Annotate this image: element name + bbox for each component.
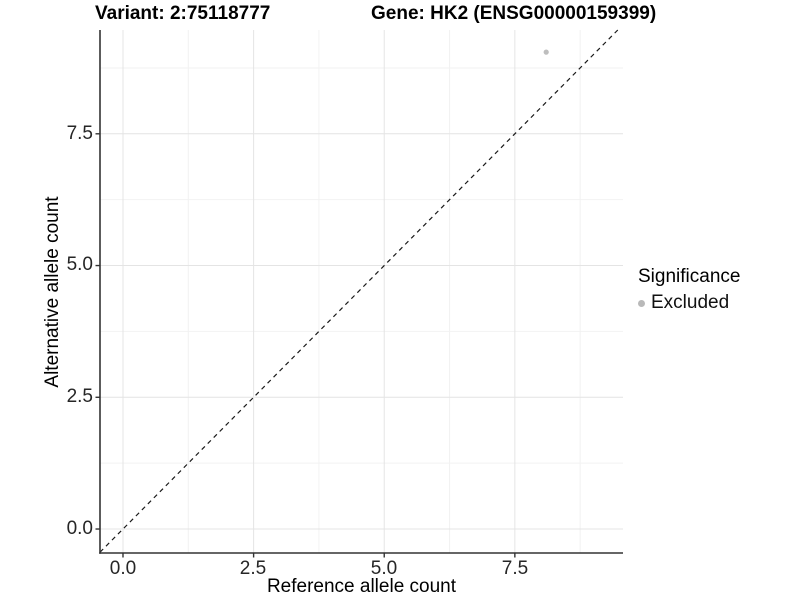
y-tick-label: 0.0 — [66, 518, 93, 539]
y-tick-label: 2.5 — [66, 386, 93, 407]
legend-item-excluded: Excluded — [638, 292, 740, 314]
legend: Significance Excluded — [638, 266, 740, 314]
x-tick-label: 2.5 — [239, 558, 267, 579]
legend-marker-circle-icon — [638, 299, 645, 307]
x-tick-label: 0.0 — [109, 558, 137, 579]
y-tick-label: 5.0 — [66, 254, 93, 275]
y-tick-label: 7.5 — [66, 123, 93, 144]
plot-title-gene: Gene: HK2 (ENSG00000159399) — [371, 3, 657, 24]
x-tick-label: 7.5 — [501, 558, 529, 579]
identity-line — [99, 29, 619, 553]
data-point — [543, 49, 549, 55]
x-tick-label: 5.0 — [370, 558, 398, 579]
legend-item-label: Excluded — [651, 292, 730, 313]
plot-title-variant: Variant: 2:75118777 — [95, 3, 271, 24]
x-axis-title: Reference allele count — [266, 576, 457, 597]
y-axis-title: Alternative allele count — [42, 196, 63, 388]
legend-title: Significance — [638, 266, 741, 287]
